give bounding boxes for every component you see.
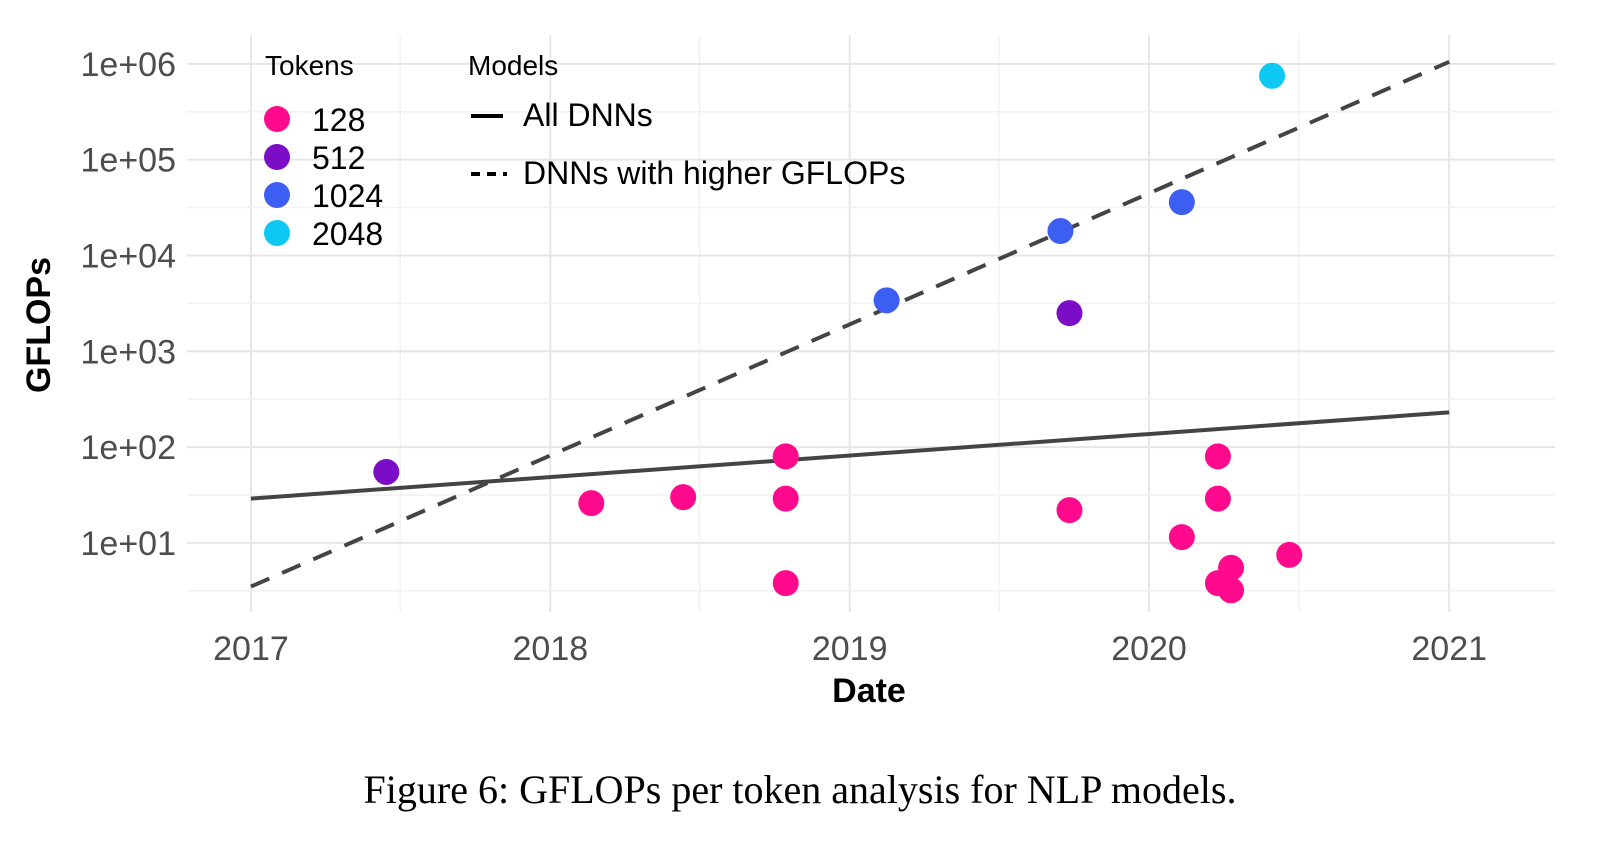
grid (187, 35, 1555, 612)
axis-ticks: 2017 2018 2019 2020 2021 1e+01 1e+02 1e+03 1e+04… (81, 46, 1488, 668)
trend-line-higher-gflops (250, 59, 1451, 589)
figure-caption: Figure 6: GFLOPs per token analysis for … (364, 767, 1237, 812)
data-point-tokens-128 (1168, 524, 1195, 551)
x-tick-label: 2020 (1111, 630, 1187, 668)
legend-tokens-label-1024: 1024 (312, 178, 383, 214)
y-tick-label: 1e+04 (81, 237, 177, 275)
legend-models-label-higher: DNNs with higher GFLOPs (523, 155, 905, 191)
data-point-tokens-128 (1218, 577, 1245, 604)
legend-tokens: Tokens 128 512 1024 2048 (264, 50, 383, 252)
trend-line-all-dnns (250, 410, 1450, 501)
legend-models-label-all: All DNNs (523, 97, 653, 133)
data-point-tokens-128 (772, 443, 799, 470)
data-points (373, 62, 1303, 604)
x-axis-title: Date (832, 672, 906, 710)
trend-lines (250, 59, 1451, 589)
y-tick-label: 1e+01 (81, 525, 177, 563)
data-point-tokens-1024 (1168, 189, 1195, 216)
x-tick-label: 2018 (513, 630, 589, 668)
y-axis-title: GFLOPs (20, 257, 58, 393)
legend-tokens-label-2048: 2048 (312, 216, 383, 252)
data-point-tokens-128 (1204, 443, 1231, 470)
y-tick-label: 1e+06 (81, 46, 177, 84)
data-point-tokens-128 (772, 570, 799, 597)
data-point-tokens-1024 (873, 287, 900, 314)
x-tick-label: 2017 (213, 630, 289, 668)
data-point-tokens-512 (373, 458, 400, 485)
data-point-tokens-128 (1056, 497, 1083, 524)
data-point-tokens-128 (772, 485, 799, 512)
legend-models: Models All DNNs DNNs with higher GFLOPs (468, 50, 905, 191)
data-point-tokens-128 (1218, 554, 1245, 581)
legend-tokens-swatch-1024 (264, 182, 290, 208)
y-tick-label: 1e+03 (81, 333, 177, 371)
data-point-tokens-1024 (1047, 218, 1074, 245)
data-point-tokens-2048 (1259, 62, 1286, 89)
legend-tokens-swatch-512 (264, 144, 290, 170)
legend-tokens-label-512: 512 (312, 140, 365, 176)
legend-tokens-swatch-2048 (264, 220, 290, 246)
x-tick-label: 2021 (1411, 630, 1487, 668)
y-tick-label: 1e+02 (81, 429, 177, 467)
data-point-tokens-512 (1056, 300, 1083, 327)
legend-models-title: Models (468, 50, 558, 81)
legend-tokens-title: Tokens (265, 50, 354, 81)
y-tick-label: 1e+05 (81, 142, 177, 180)
legend-tokens-swatch-128 (264, 106, 290, 132)
data-point-tokens-128 (1204, 485, 1231, 512)
data-point-tokens-128 (578, 490, 605, 517)
legend-tokens-label-128: 128 (312, 102, 365, 138)
data-point-tokens-128 (1276, 541, 1303, 568)
x-tick-label: 2019 (812, 630, 888, 668)
data-point-tokens-128 (670, 484, 697, 511)
